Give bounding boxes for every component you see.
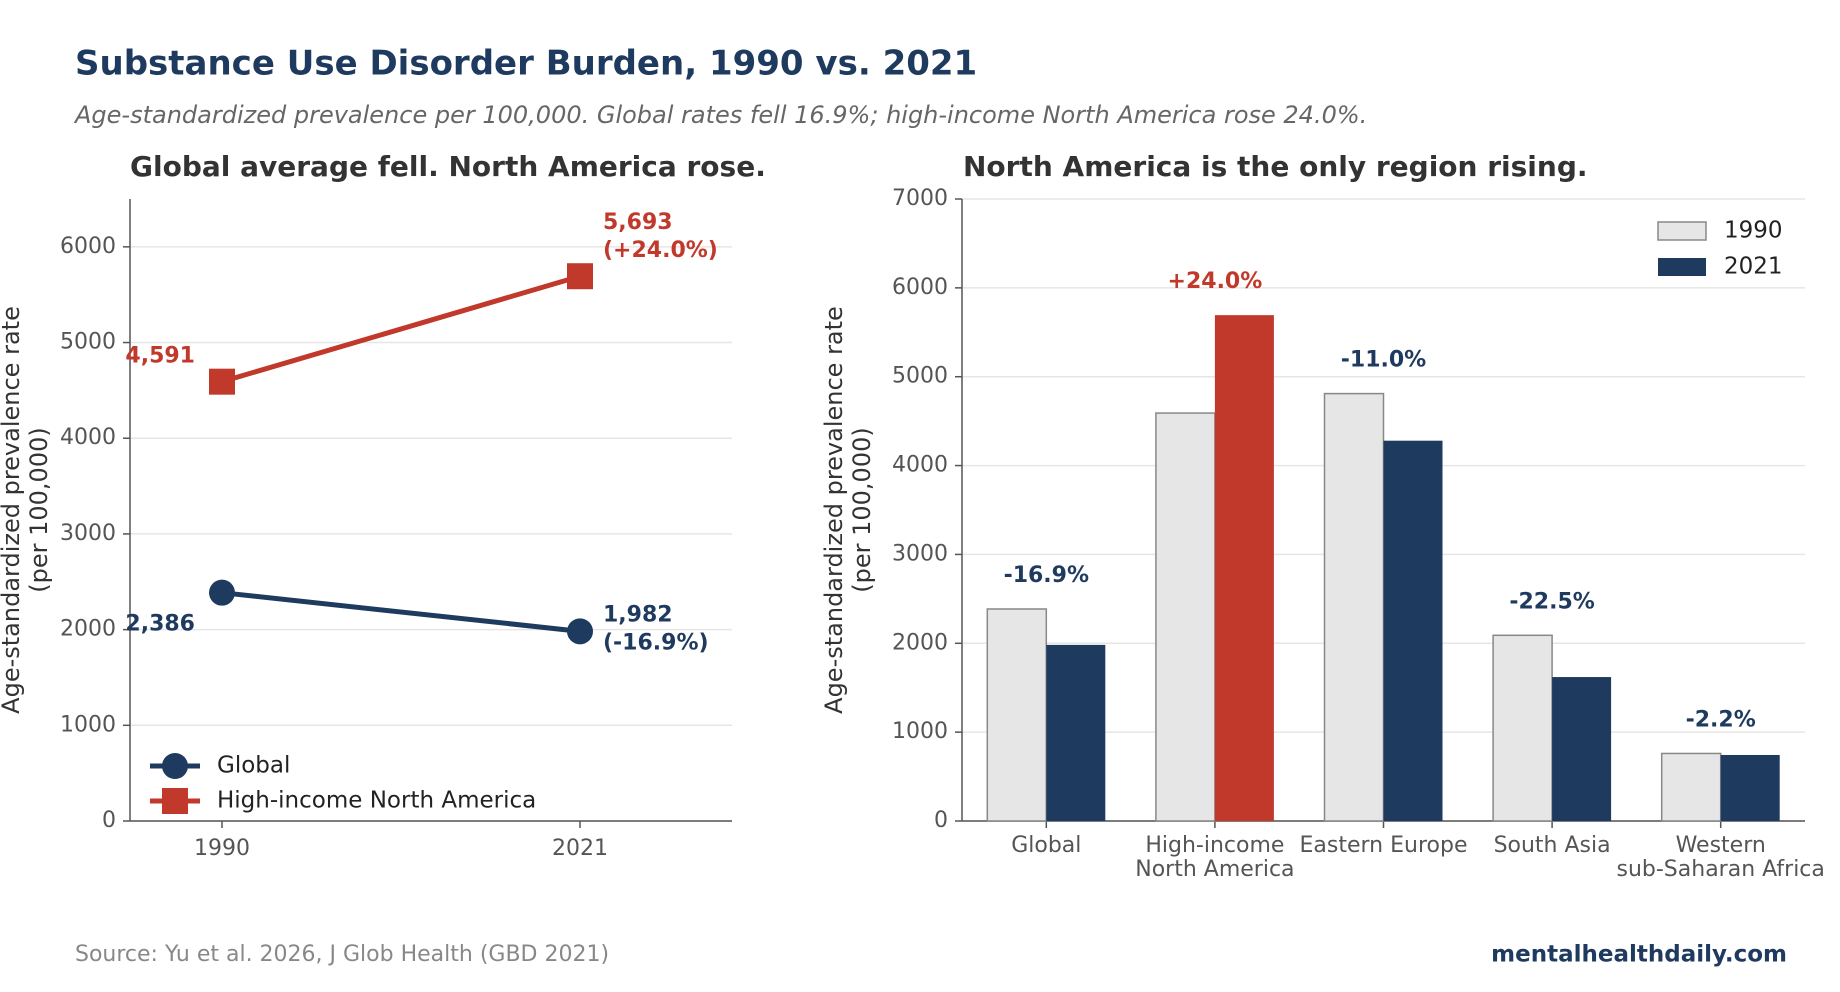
- y-axis-label: Age-standardized prevalence rate: [0, 306, 25, 714]
- change-label: (-16.9%): [603, 630, 709, 655]
- y-axis-label: (per 100,000): [25, 427, 53, 592]
- series-line: [221, 590, 581, 634]
- y-tick-label: 3000: [892, 541, 948, 566]
- legend-label: Global: [217, 753, 290, 779]
- marker: [567, 263, 593, 290]
- subtitle: Age-standardized prevalence per 100,000.…: [73, 101, 1367, 129]
- bar: [1155, 412, 1216, 822]
- y-tick-label: 6000: [892, 275, 948, 300]
- bar: [1552, 677, 1612, 821]
- y-tick-label: 7000: [892, 186, 948, 211]
- legend-swatch: [1657, 221, 1707, 241]
- x-tick-label: High-income North America: [1135, 833, 1294, 882]
- legend-swatch: [1658, 258, 1706, 276]
- change-label: -22.5%: [1509, 589, 1594, 614]
- chart-title: Global average fell. North America rose.: [130, 150, 766, 183]
- series-line: [221, 273, 581, 385]
- x-tick-label: 2021: [552, 836, 608, 861]
- legend-marker: [162, 753, 188, 779]
- bar: [1214, 315, 1274, 821]
- legend-marker: [162, 788, 188, 814]
- source: Source: Yu et al. 2026, J Glob Health (G…: [75, 942, 609, 967]
- y-tick-label: 0: [102, 808, 116, 833]
- change-label: +24.0%: [1168, 269, 1263, 294]
- value-label: 4,591: [125, 344, 195, 369]
- bar: [986, 608, 1048, 822]
- value-label: 2,386: [125, 612, 195, 637]
- bar: [1720, 754, 1780, 821]
- y-tick-label: 4000: [60, 425, 116, 450]
- x-tick-label: Eastern Europe: [1300, 833, 1468, 858]
- y-tick-label: 1000: [60, 712, 116, 737]
- y-tick-label: 1000: [892, 719, 948, 744]
- value-label: 5,693: [603, 210, 673, 235]
- value-label: 1,982: [603, 602, 673, 627]
- bar: [1383, 440, 1443, 821]
- marker: [209, 579, 235, 606]
- marker: [209, 368, 235, 395]
- y-tick-label: 5000: [60, 330, 116, 355]
- bar: [1323, 392, 1385, 822]
- y-tick-label: 2000: [60, 617, 116, 642]
- y-tick-label: 2000: [892, 630, 948, 655]
- bar: [1046, 644, 1106, 821]
- legend-label: High-income North America: [217, 788, 536, 814]
- y-axis-label: (per 100,000): [848, 427, 876, 592]
- bar: [1492, 634, 1553, 822]
- bar: [1660, 752, 1722, 822]
- title: Substance Use Disorder Burden, 1990 vs. …: [75, 44, 977, 84]
- legend-label: 1990: [1724, 218, 1783, 244]
- y-axis-label: Age-standardized prevalence rate: [820, 306, 848, 714]
- change-label: (+24.0%): [603, 238, 718, 263]
- change-label: -16.9%: [1004, 563, 1089, 588]
- x-tick-label: Global: [1011, 833, 1081, 858]
- x-tick-label: Western sub-Saharan Africa: [1617, 833, 1825, 882]
- site: mentalhealthdaily.com: [1491, 942, 1787, 968]
- y-tick-label: 0: [934, 808, 948, 833]
- marker: [567, 618, 593, 645]
- legend-label: 2021: [1724, 254, 1783, 280]
- chart-title: North America is the only region rising.: [963, 150, 1588, 183]
- y-tick-label: 6000: [60, 234, 116, 259]
- y-tick-label: 4000: [892, 453, 948, 478]
- change-label: -11.0%: [1341, 348, 1426, 373]
- x-tick-label: South Asia: [1494, 833, 1611, 858]
- change-label: -2.2%: [1686, 707, 1756, 732]
- y-tick-label: 3000: [60, 521, 116, 546]
- x-tick-label: 1990: [194, 836, 250, 861]
- y-tick-label: 5000: [892, 364, 948, 389]
